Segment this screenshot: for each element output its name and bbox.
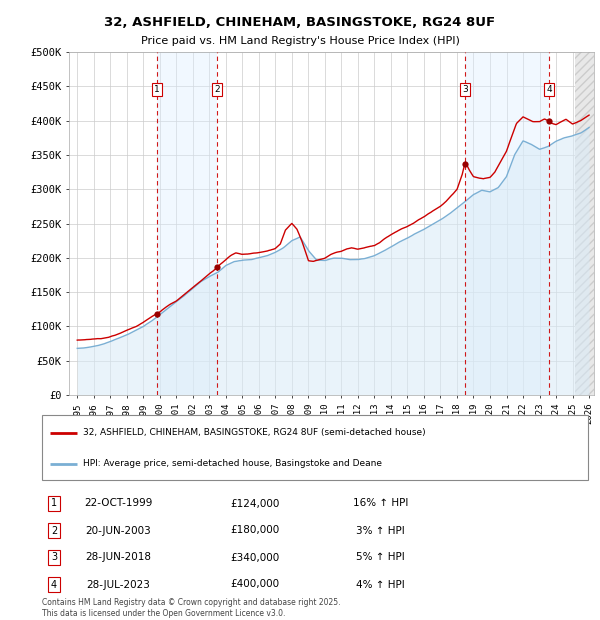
Text: 32, ASHFIELD, CHINEHAM, BASINGSTOKE, RG24 8UF (semi-detached house): 32, ASHFIELD, CHINEHAM, BASINGSTOKE, RG2… — [83, 428, 425, 437]
Text: 28-JUL-2023: 28-JUL-2023 — [86, 580, 151, 590]
Text: 4: 4 — [546, 85, 552, 94]
Text: 28-JUN-2018: 28-JUN-2018 — [85, 552, 151, 562]
Text: 2: 2 — [51, 526, 57, 536]
Bar — [575, 52, 600, 395]
Text: 32, ASHFIELD, CHINEHAM, BASINGSTOKE, RG24 8UF: 32, ASHFIELD, CHINEHAM, BASINGSTOKE, RG2… — [104, 16, 496, 29]
Text: £340,000: £340,000 — [230, 552, 280, 562]
Text: 4: 4 — [51, 580, 57, 590]
Text: £180,000: £180,000 — [230, 526, 280, 536]
Text: 1: 1 — [51, 498, 57, 508]
Text: 3: 3 — [462, 85, 468, 94]
Text: Contains HM Land Registry data © Crown copyright and database right 2025.
This d: Contains HM Land Registry data © Crown c… — [42, 598, 341, 618]
Text: HPI: Average price, semi-detached house, Basingstoke and Deane: HPI: Average price, semi-detached house,… — [83, 459, 382, 468]
FancyBboxPatch shape — [42, 415, 588, 480]
Text: Price paid vs. HM Land Registry's House Price Index (HPI): Price paid vs. HM Land Registry's House … — [140, 36, 460, 46]
Text: 3: 3 — [51, 552, 57, 562]
Text: £124,000: £124,000 — [230, 498, 280, 508]
Text: 22-OCT-1999: 22-OCT-1999 — [84, 498, 152, 508]
Text: 5% ↑ HPI: 5% ↑ HPI — [356, 552, 405, 562]
Text: 20-JUN-2003: 20-JUN-2003 — [86, 526, 151, 536]
Text: 2: 2 — [214, 85, 220, 94]
Text: £400,000: £400,000 — [230, 580, 280, 590]
Text: 16% ↑ HPI: 16% ↑ HPI — [353, 498, 408, 508]
Text: 4% ↑ HPI: 4% ↑ HPI — [356, 580, 405, 590]
Text: 1: 1 — [154, 85, 160, 94]
Bar — [465, 52, 549, 395]
Bar — [157, 52, 217, 395]
Text: 3% ↑ HPI: 3% ↑ HPI — [356, 526, 405, 536]
